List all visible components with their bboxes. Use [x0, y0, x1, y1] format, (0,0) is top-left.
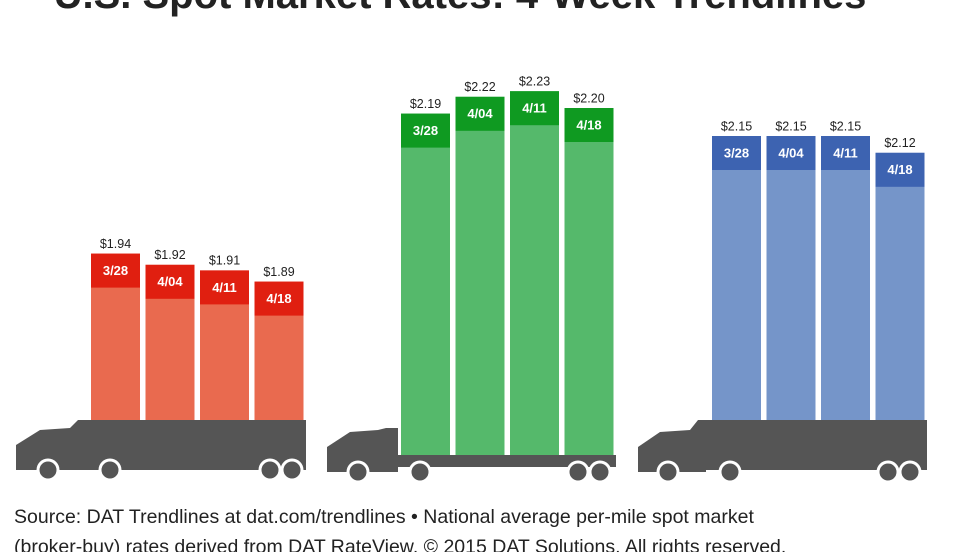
date-label: 4/18: [887, 162, 912, 177]
date-box: [145, 264, 195, 299]
date-box: [766, 136, 816, 170]
value-label: $2.15: [721, 119, 752, 133]
value-label: $1.94: [100, 237, 131, 251]
date-box: [254, 281, 304, 316]
date-label: 4/04: [157, 274, 183, 289]
value-label: $1.91: [209, 254, 240, 268]
date-box: [455, 96, 505, 131]
source-note: Source: DAT Trendlines at dat.com/trendl…: [14, 506, 754, 528]
date-label: 4/04: [467, 106, 493, 121]
source-note: (broker-buy) rates derived from DAT Rate…: [14, 536, 786, 552]
date-label: 3/28: [413, 123, 438, 138]
date-label: 4/18: [576, 117, 601, 132]
date-label: 4/11: [833, 145, 858, 160]
value-label: $2.15: [775, 119, 806, 133]
bar: [766, 136, 816, 420]
chart-title: U.S. Spot Market Rates: 4-Week Trendline…: [54, 0, 867, 17]
date-label: 4/11: [522, 101, 547, 116]
date-box: [712, 136, 761, 170]
bar: [401, 113, 450, 455]
truck-dry-van: [16, 420, 306, 482]
date-box: [821, 136, 870, 170]
date-label: 4/18: [266, 291, 291, 306]
truck-reefer: [327, 428, 616, 484]
value-label: $2.20: [573, 91, 604, 105]
date-label: 4/04: [778, 145, 804, 160]
date-label: 3/28: [103, 263, 128, 278]
value-label: $2.23: [519, 74, 550, 88]
value-label: $2.19: [410, 97, 441, 111]
truck-flatbed: [638, 420, 927, 484]
date-box: [875, 152, 925, 187]
date-label: 4/11: [212, 280, 237, 295]
bar: [821, 136, 870, 420]
value-label: $1.89: [263, 265, 294, 279]
value-label: $2.22: [464, 80, 495, 94]
value-label: $2.12: [884, 136, 915, 150]
date-box: [564, 108, 614, 142]
date-box: [91, 253, 140, 288]
value-label: $2.15: [830, 119, 861, 133]
bar: [455, 96, 505, 456]
bar: [712, 136, 761, 420]
value-label: $1.92: [154, 248, 185, 262]
date-box: [510, 91, 559, 126]
bar: [875, 152, 925, 421]
date-label: 3/28: [724, 145, 749, 160]
bar: [510, 91, 559, 455]
date-box: [401, 113, 450, 148]
date-box: [200, 270, 249, 305]
bar: [564, 108, 614, 455]
